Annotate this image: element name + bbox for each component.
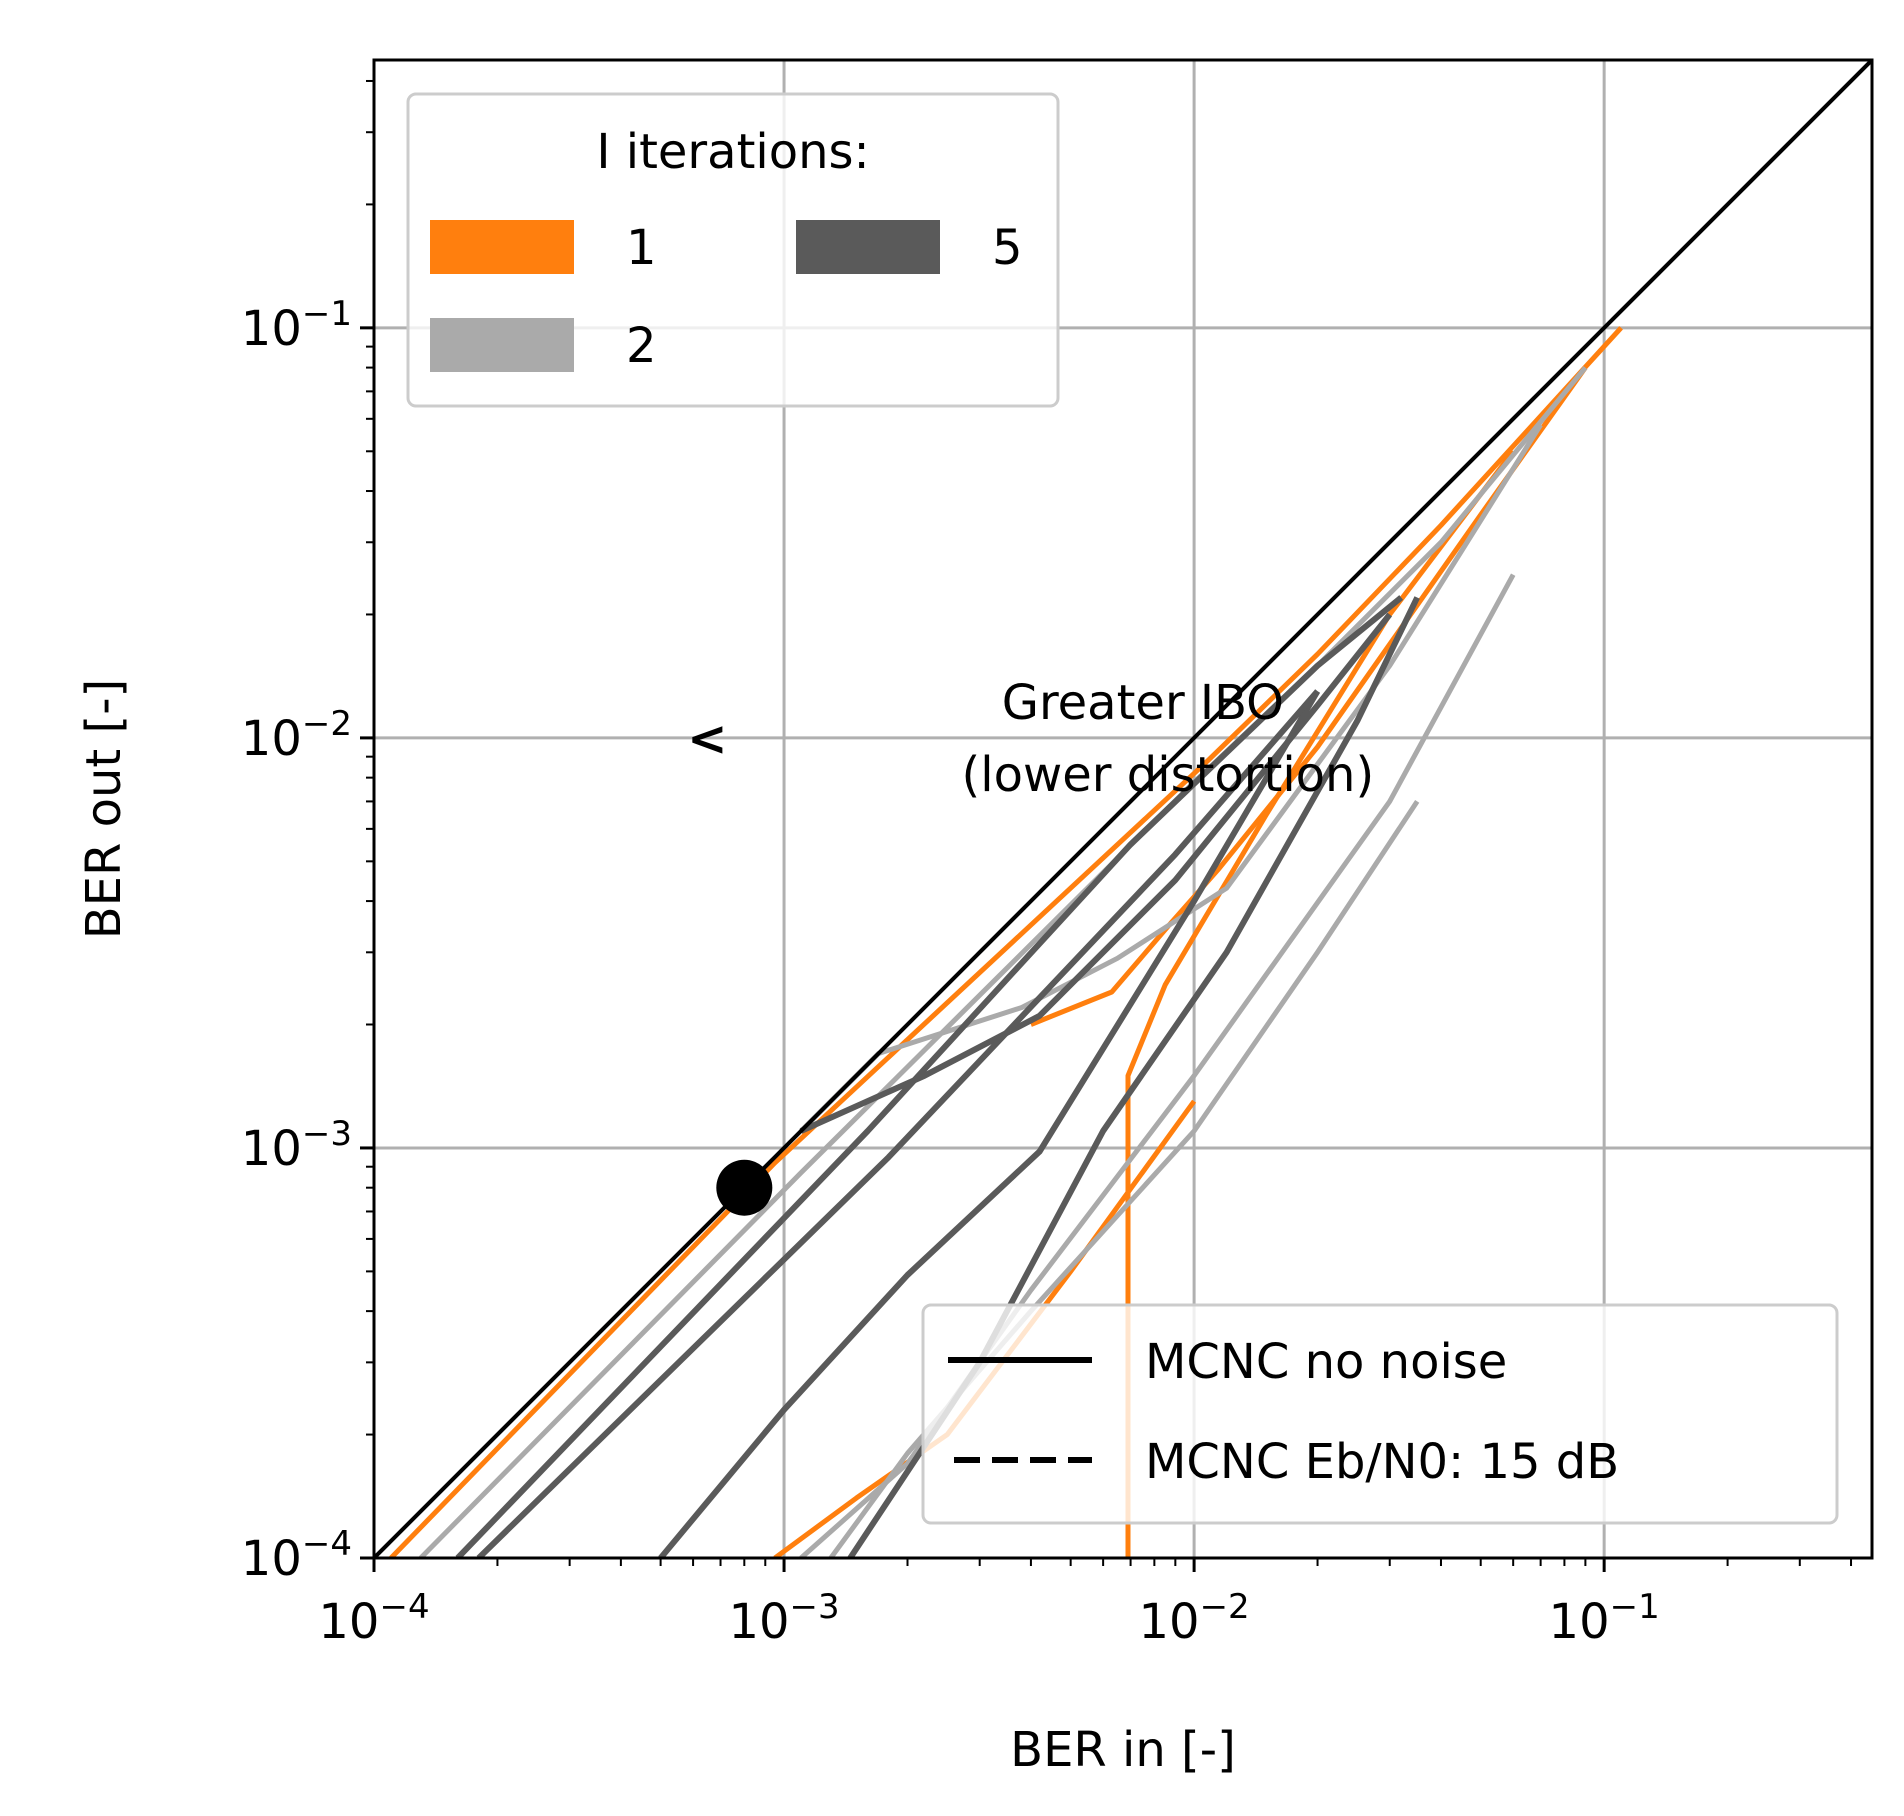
axis-ticks [360,79,1853,1572]
annotation-line1: Greater IBO [1002,675,1284,731]
legend-swatch-iter1 [430,220,574,274]
legend-iterations-title: I iterations: [596,124,869,180]
legend-label-iter1: 1 [626,220,657,276]
y-tick-label: 10−3 [241,1114,352,1177]
series-line-iter5-8 [455,595,1404,1558]
legend-label-iter5: 5 [992,220,1023,276]
legend-styles: MCNC no noise MCNC Eb/N0: 15 dB [921,1303,1839,1525]
x-tick-label: 10−2 [1138,1587,1249,1650]
marker-layer [716,1159,773,1216]
annotation-arrow: < [687,711,727,767]
x-axis-label: BER in [-] [1010,1722,1236,1778]
series-layer [374,60,1872,1558]
operating-point-marker [716,1159,773,1216]
legend-iterations: I iterations: 1 2 5 [406,92,1060,408]
x-tick-label: 10−1 [1549,1587,1660,1650]
series-line-iter5-10 [658,689,1321,1558]
annotation-line2: (lower distortion) [962,747,1375,803]
annotation: < Greater IBO (lower distortion) [687,675,1374,803]
legend-styles-box [921,1303,1839,1525]
series-line-iter5-9 [799,612,1393,1134]
series-line-iter1-0 [389,326,1623,1558]
series-line-iter1-1 [1029,366,1588,1027]
series-line-iter2-7 [799,573,1516,1558]
y-tick-label: 10−2 [241,704,352,767]
legend-swatch-iter5 [796,220,940,274]
x-tick-label: 10−3 [728,1587,839,1650]
x-tick-label: 10−4 [318,1587,429,1650]
y-tick-label: 10−1 [241,294,352,357]
legend-label-eb-n0: MCNC Eb/N0: 15 dB [1145,1434,1619,1490]
series-line-iter2-6 [828,800,1420,1558]
legend-label-iter2: 2 [626,318,657,374]
legend-label-no-noise: MCNC no noise [1145,1334,1507,1390]
y-tick-label: 10−4 [241,1524,352,1587]
series-line-iter1-2 [1125,449,1516,1558]
plot-frame [372,58,1874,1560]
series-line-iter5-12 [476,689,1320,1558]
y-axis-label: BER out [-] [76,679,132,940]
x-tick-labels: 10−4 10−3 10−2 10−1 [318,1587,1659,1650]
reference-diagonal-line [374,60,1872,1558]
legend-swatch-iter2 [430,318,574,372]
y-tick-labels: 10−4 10−3 10−2 10−1 [241,294,352,1587]
